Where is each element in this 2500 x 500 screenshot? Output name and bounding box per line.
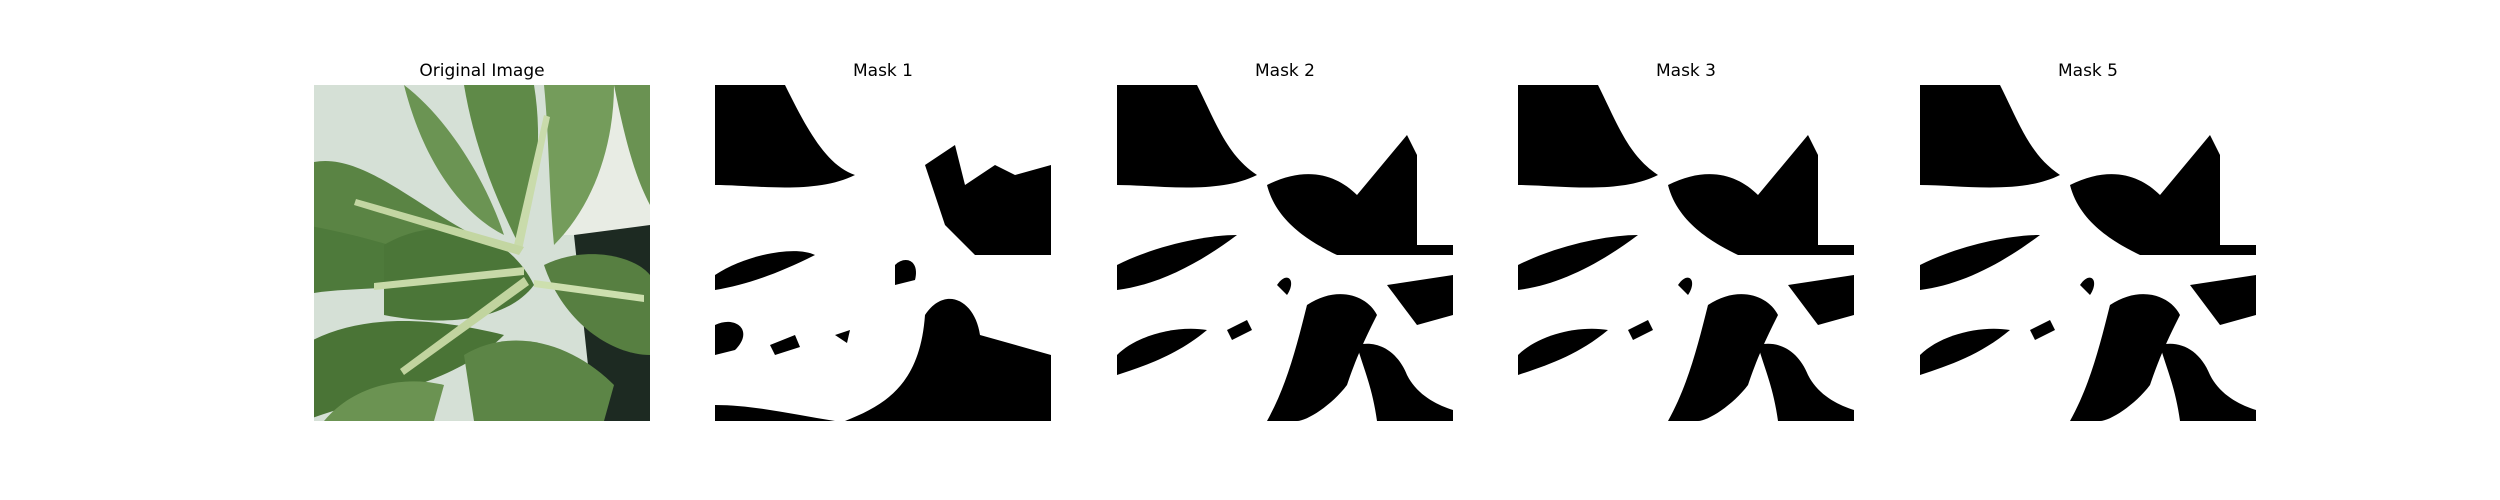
mask-1-panel: Mask 1 <box>715 60 1051 430</box>
mask-5-image <box>1920 85 2256 421</box>
panel-title: Mask 3 <box>1518 60 1854 82</box>
panel-title: Original Image <box>314 60 650 82</box>
panel-title: Mask 5 <box>1920 60 2256 82</box>
mask-5-panel: Mask 5 <box>1920 60 2256 430</box>
mask-3-image <box>1518 85 1854 421</box>
mask-2-panel: Mask 2 <box>1117 60 1453 430</box>
panel-title: Mask 2 <box>1117 60 1453 82</box>
original-image-panel: Original Image <box>314 60 650 430</box>
original-plant-image <box>314 85 650 421</box>
panel-title: Mask 1 <box>715 60 1051 82</box>
mask-3-panel: Mask 3 <box>1518 60 1854 430</box>
mask-2-image <box>1117 85 1453 421</box>
mask-1-image <box>715 85 1051 421</box>
